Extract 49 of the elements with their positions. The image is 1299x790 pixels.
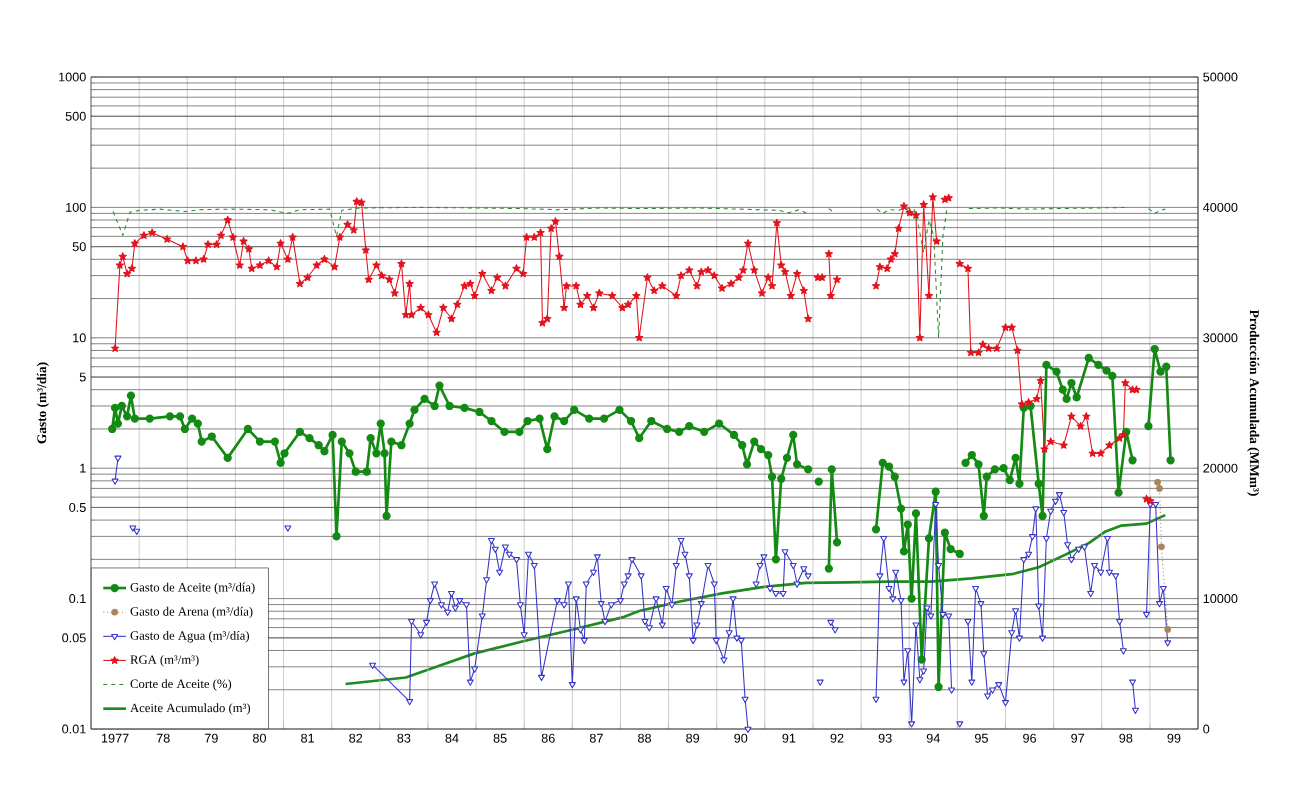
y2-tick-label: 40000: [1203, 202, 1238, 212]
x-tick-label: 99: [1167, 733, 1181, 743]
x-tick-label: 93: [878, 733, 892, 743]
legend-label: RGA (m³/m³): [130, 655, 199, 667]
y2-tick-label: 10000: [1203, 594, 1238, 604]
x-tick-label: 85: [493, 733, 507, 743]
x-tick-label: 79: [204, 733, 218, 743]
x-tick-label: 84: [445, 733, 459, 743]
x-tick-label: 98: [1119, 733, 1133, 743]
legend-label: Gasto de Agua (m³/día): [130, 630, 249, 643]
y2-axis-title: Producción Acumulada (MMm³): [1247, 309, 1260, 496]
y-tick-label: 0.05: [62, 633, 86, 643]
x-tick-label: 97: [1071, 733, 1085, 743]
y-axis-title: Gasto (m³/día): [36, 362, 49, 444]
y2-tick-label: 20000: [1203, 463, 1238, 473]
x-tick-label: 88: [638, 733, 652, 743]
legend-label: Corte de Aceite (%): [130, 679, 232, 691]
x-tick-label: 1977: [101, 733, 129, 743]
x-tick-label: 83: [397, 733, 411, 743]
y2-tick-label: 30000: [1203, 333, 1238, 343]
x-tick-label: 81: [301, 733, 315, 743]
legend-label: Gasto de Aceite (m³/día): [130, 582, 255, 595]
y-tick-label: 0.1: [69, 594, 86, 604]
y2-tick-label: 50000: [1203, 72, 1238, 82]
y-tick-label: 0.5: [69, 502, 86, 512]
x-tick-label: 86: [541, 733, 555, 743]
x-tick-label: 94: [926, 733, 940, 743]
legend-label: Gasto de Arena (m³/día): [130, 606, 253, 619]
x-tick-label: 87: [589, 733, 603, 743]
y-tick-label: 10: [73, 333, 86, 343]
x-tick-label: 95: [974, 733, 988, 743]
x-tick-label: 90: [734, 733, 748, 743]
y2-tick-label: 0: [1203, 724, 1210, 734]
legend-label: Aceite Acumulado (m³): [130, 703, 251, 715]
x-tick-label: 80: [252, 733, 267, 743]
x-tick-label: 92: [830, 733, 844, 743]
x-tick-label: 96: [1023, 733, 1037, 743]
y-tick-label: 1000: [59, 72, 86, 82]
y-tick-label: 1: [80, 463, 86, 473]
line-series: [344, 513, 1167, 686]
y-tick-label: 100: [66, 202, 86, 212]
y-tick-label: 0.01: [62, 724, 86, 734]
y-tick-label: 5: [79, 372, 86, 382]
x-tick-label: 82: [349, 733, 363, 743]
x-tick-label: 91: [782, 733, 796, 743]
x-tick-label: 89: [686, 733, 700, 743]
y-tick-label: 500: [65, 111, 86, 121]
x-tick-label: 78: [156, 733, 170, 743]
y-tick-label: 50: [72, 242, 86, 252]
